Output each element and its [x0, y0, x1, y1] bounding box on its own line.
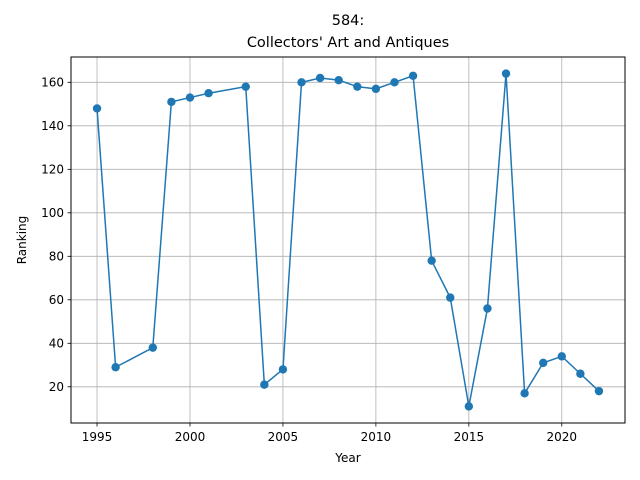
- data-point: [185, 93, 195, 102]
- y-tick-label: 60: [49, 293, 64, 307]
- x-tick-label: 2015: [454, 430, 485, 444]
- y-axis-label: Ranking: [15, 216, 29, 265]
- x-tick-label: 2020: [547, 430, 578, 444]
- data-point: [204, 89, 213, 98]
- series-line: [96, 73, 600, 407]
- chart-title-line1: 584:: [332, 13, 365, 29]
- y-tick-label: 40: [49, 337, 64, 351]
- data-point: [464, 402, 474, 411]
- x-tick-label: 2000: [175, 430, 206, 444]
- grid-lines: [71, 57, 625, 423]
- data-point: [167, 97, 176, 107]
- data-point: [408, 71, 418, 81]
- chart-title-line2: Collectors' Art and Antiques: [247, 35, 449, 51]
- data-point: [297, 78, 306, 87]
- x-tick-label: 2005: [268, 430, 299, 444]
- data-point: [92, 104, 102, 113]
- data-point: [353, 82, 362, 91]
- data-point: [557, 352, 566, 361]
- x-tick-label: 1995: [82, 430, 113, 444]
- y-tick-label: 100: [41, 206, 64, 220]
- data-point: [111, 363, 120, 372]
- data-point: [334, 75, 343, 85]
- data-point: [260, 380, 269, 389]
- data-point: [446, 293, 455, 302]
- x-tick-label: 2010: [361, 430, 392, 444]
- series-ranking: [92, 69, 604, 411]
- y-tick-label: 140: [41, 119, 64, 133]
- x-axis-label: Year: [334, 451, 360, 465]
- data-point: [483, 304, 492, 313]
- data-point: [594, 386, 604, 396]
- data-point: [315, 73, 325, 83]
- data-point: [390, 78, 399, 87]
- data-point: [539, 358, 548, 368]
- y-tick-label: 160: [41, 76, 64, 90]
- data-point: [501, 69, 511, 78]
- data-point: [148, 343, 157, 352]
- x-axis: 1995 2000 2005 2010 2015 2020: [82, 423, 577, 444]
- y-tick-label: 80: [49, 250, 64, 264]
- data-point: [427, 256, 436, 265]
- y-tick-label: 120: [41, 163, 64, 177]
- data-point: [371, 84, 381, 94]
- data-point: [241, 82, 250, 91]
- data-point: [576, 369, 585, 378]
- data-point: [520, 389, 529, 398]
- plot-area: [70, 56, 626, 424]
- data-point: [278, 365, 288, 374]
- y-tick-label: 20: [49, 380, 64, 394]
- y-axis: 20 40 60 80 100 120 140 160: [41, 76, 71, 394]
